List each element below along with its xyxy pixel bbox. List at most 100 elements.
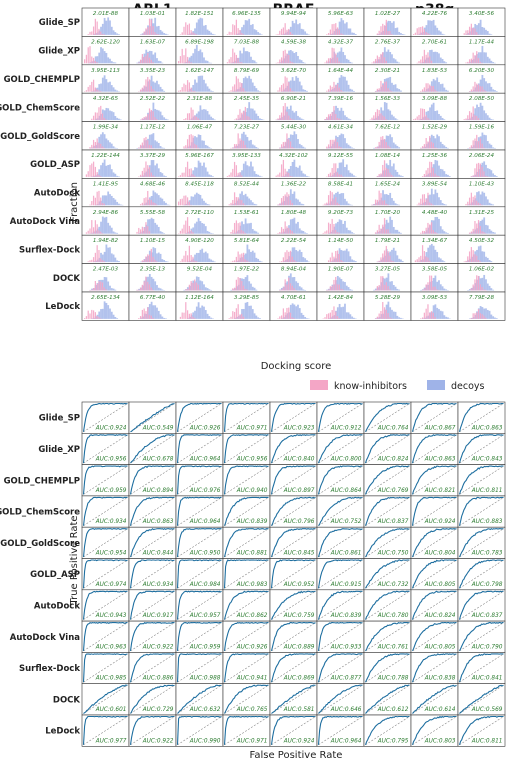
- auc-label: AUC:0.963: [95, 644, 127, 650]
- decoy-bar: [199, 135, 202, 149]
- decoy-bar: [427, 20, 430, 35]
- roc-diagonal: [318, 434, 363, 464]
- roc-cell: AUC:0.614: [410, 683, 459, 716]
- inhibitor-bar: [186, 288, 189, 291]
- roc-curve: [129, 590, 175, 620]
- decoy-bar: [154, 281, 157, 291]
- decoy-bar: [109, 81, 111, 92]
- inhibitor-bar: [288, 227, 290, 234]
- decoy-bar: [259, 118, 261, 121]
- decoy-bar: [483, 52, 486, 64]
- decoy-bar: [396, 255, 399, 263]
- hist-row-label: GOLD_CHEMPLP: [4, 75, 80, 85]
- decoy-bar: [194, 136, 196, 149]
- roc-diagonal: [130, 559, 175, 589]
- inhibitor-bar: [284, 103, 286, 121]
- decoy-bar: [488, 83, 491, 92]
- roc-cell: AUC:0.963: [81, 620, 130, 653]
- decoy-bar: [141, 33, 144, 35]
- inhibitor-bar: [141, 170, 144, 177]
- inhibitor-bar: [100, 31, 102, 35]
- decoy-bar: [107, 222, 110, 234]
- inhibitor-bar: [378, 190, 380, 206]
- inhibitor-bar: [92, 161, 95, 177]
- hist-cell: 1.52E-29: [410, 121, 459, 151]
- inhibitor-bar: [284, 252, 286, 263]
- decoy-bar: [204, 83, 207, 92]
- roc-cell: AUC:0.811: [457, 714, 506, 747]
- inhibitor-bar: [421, 89, 424, 92]
- decoy-bar: [293, 304, 296, 319]
- hist-cell: 6.89E-198: [175, 36, 224, 66]
- inhibitor-bar: [467, 256, 469, 263]
- decoy-bar: [383, 102, 386, 121]
- decoy-bar: [195, 221, 198, 234]
- inhibitor-bar: [143, 308, 145, 319]
- roc-curve: [223, 715, 269, 745]
- inhibitor-bar: [383, 200, 386, 206]
- p-value-label: 3.27E-05: [375, 267, 401, 273]
- inhibitor-bar: [279, 115, 281, 121]
- inhibitor-bar: [136, 289, 138, 291]
- inhibitor-bar: [89, 85, 91, 92]
- inhibitor-bar: [152, 202, 154, 206]
- decoy-bar: [445, 62, 448, 64]
- roc-curve: [271, 496, 316, 526]
- decoy-bar: [479, 306, 482, 319]
- decoy-bar: [248, 18, 251, 35]
- roc-diagonal: [177, 684, 222, 714]
- inhibitor-bar: [387, 229, 389, 234]
- inhibitor-bar: [430, 60, 433, 64]
- inhibitor-bar: [476, 200, 478, 206]
- decoy-bar: [244, 76, 247, 92]
- inhibitor-bar: [288, 115, 290, 121]
- inhibitor-bar: [293, 288, 295, 291]
- inhibitor-bar: [91, 289, 93, 291]
- inhibitor-bar: [96, 316, 98, 319]
- decoy-bar: [148, 134, 151, 149]
- decoy-bar: [441, 203, 444, 206]
- decoy-bar: [109, 164, 111, 177]
- inhibitor-bar: [181, 258, 183, 263]
- inhibitor-bar: [382, 23, 384, 35]
- decoy-bar: [488, 168, 491, 177]
- decoy-bar: [429, 20, 431, 35]
- inhibitor-bar: [371, 204, 373, 206]
- inhibitor-bar: [340, 33, 342, 35]
- decoy-bar: [479, 245, 482, 263]
- roc-diagonal: [83, 528, 128, 558]
- inhibitor-bar: [470, 318, 473, 319]
- decoy-bar: [212, 176, 214, 177]
- roc-diagonal: [459, 716, 504, 746]
- p-value-label: 2.76E-37: [375, 39, 401, 45]
- decoy-bar: [398, 89, 401, 92]
- inhibitor-bar: [179, 56, 182, 64]
- inhibitor-bar: [427, 257, 429, 263]
- decoy-bar: [253, 252, 256, 263]
- inhibitor-bar: [392, 261, 395, 263]
- decoy-bar: [338, 77, 341, 92]
- roc-diagonal: [271, 434, 316, 464]
- inhibitor-bar: [423, 174, 426, 177]
- decoy-bar: [382, 190, 384, 206]
- decoy-bar: [103, 301, 106, 319]
- inhibitor-bar: [141, 142, 144, 149]
- inhibitor-bar: [472, 284, 474, 291]
- roc-curve: [223, 590, 269, 620]
- inhibitor-bar: [89, 46, 91, 64]
- inhibitor-bar: [143, 198, 145, 206]
- inhibitor-bar: [282, 287, 285, 291]
- inhibitor-bar: [421, 230, 424, 234]
- roc-diagonal: [224, 684, 269, 714]
- decoy-bar: [443, 61, 446, 64]
- inhibitor-bar: [331, 218, 333, 234]
- inhibitor-bar: [420, 147, 422, 149]
- p-value-label: 1.64E-44: [328, 68, 354, 74]
- inhibitor-bar: [277, 118, 279, 121]
- inhibitor-bar: [374, 232, 377, 234]
- roc-diagonal: [365, 716, 410, 746]
- roc-diagonal: [224, 591, 269, 620]
- decoy-bar: [293, 247, 296, 263]
- decoy-bar: [349, 289, 352, 291]
- roc-curve: [317, 559, 363, 589]
